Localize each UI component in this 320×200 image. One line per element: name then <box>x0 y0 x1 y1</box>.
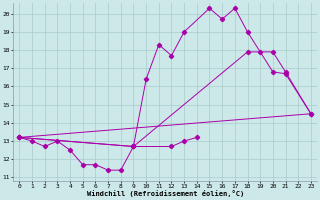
X-axis label: Windchill (Refroidissement éolien,°C): Windchill (Refroidissement éolien,°C) <box>86 190 244 197</box>
